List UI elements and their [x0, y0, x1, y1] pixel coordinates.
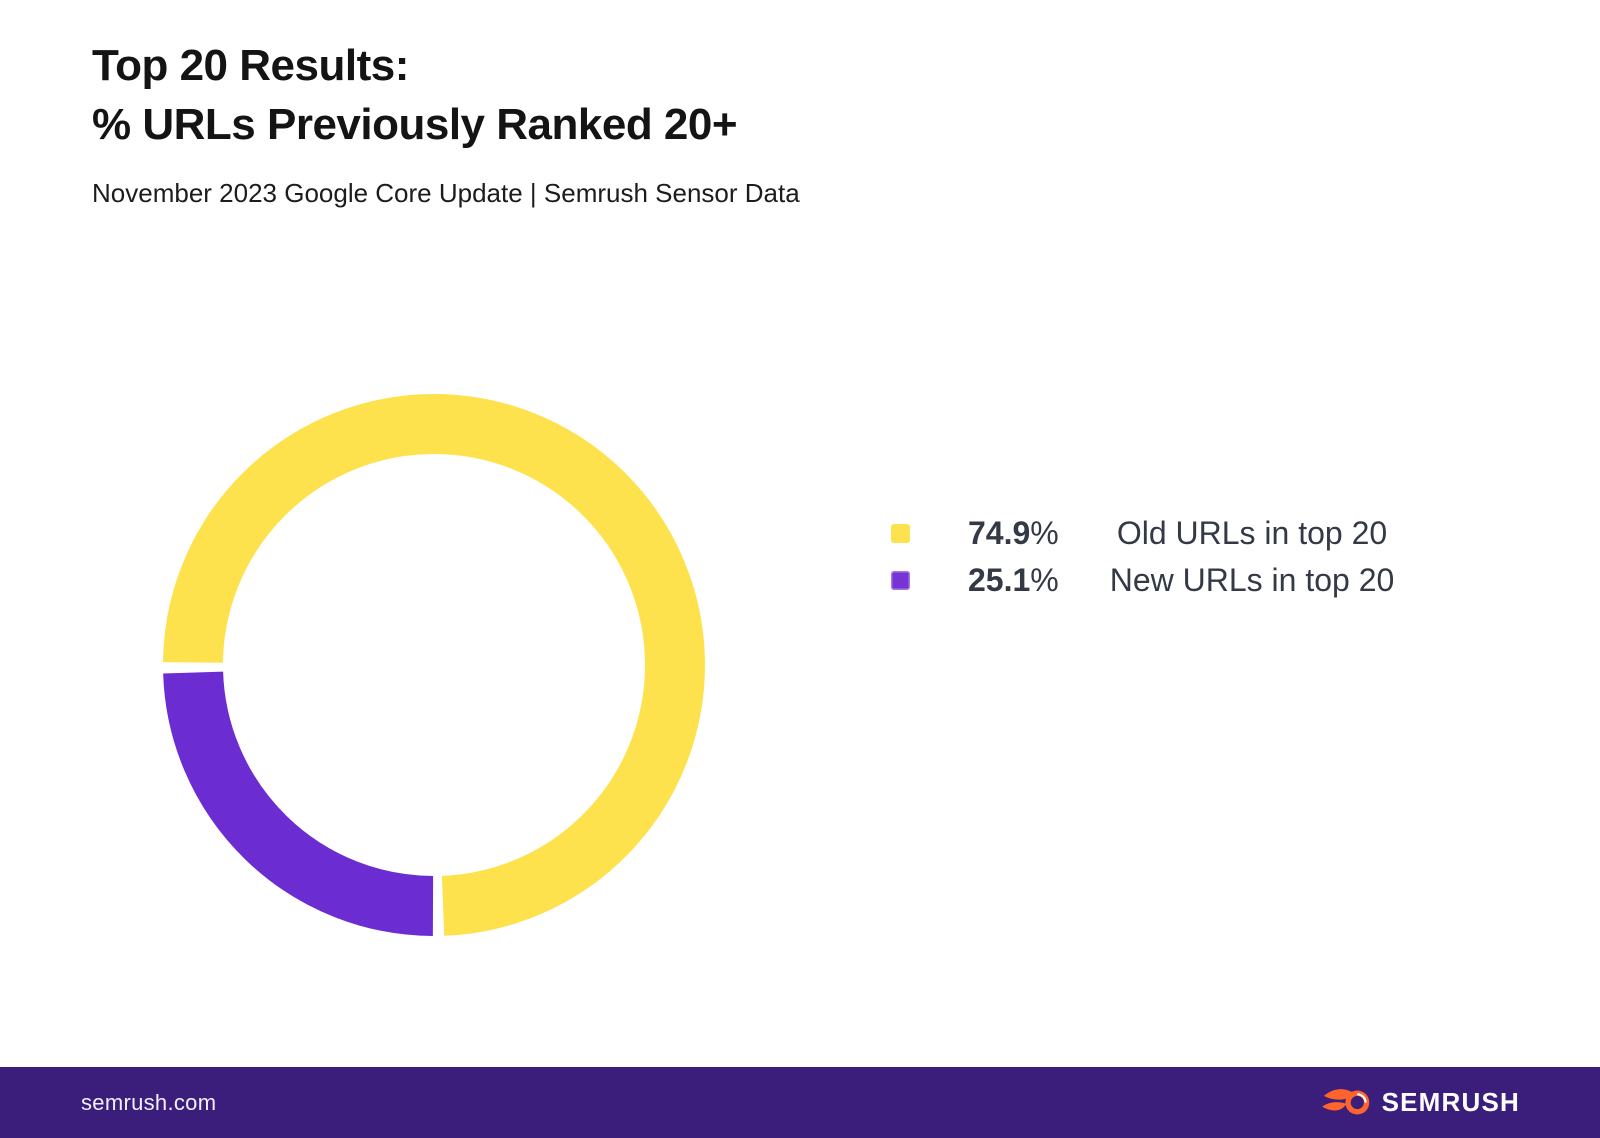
legend-row-old-urls: 74.9% Old URLs in top 20: [891, 510, 1412, 557]
legend-value: 74.9%: [968, 515, 1059, 551]
brand-wordmark: SEMRUSH: [1381, 1087, 1520, 1117]
header: Top 20 Results: % URLs Previously Ranked…: [92, 36, 800, 209]
donut-chart: [154, 385, 714, 945]
title-line-2: % URLs Previously Ranked 20+: [92, 100, 738, 149]
page-title: Top 20 Results: % URLs Previously Ranked…: [92, 36, 800, 154]
chart-legend: 74.9% Old URLs in top 20 25.1% New URLs …: [891, 510, 1412, 604]
legend-label: New URLs in top 20: [1109, 562, 1395, 598]
page-subtitle: November 2023 Google Core Update | Semru…: [92, 178, 800, 208]
legend-label: Old URLs in top 20: [1116, 515, 1388, 551]
donut-segment: [163, 671, 434, 936]
legend-swatch-purple-icon: [891, 571, 910, 590]
donut-chart-svg: [163, 394, 705, 936]
semrush-flame-icon: [1321, 1089, 1369, 1115]
legend-swatch-yellow-icon: [891, 524, 910, 543]
footer-bar: semrush.com SEMRUSH: [0, 1067, 1600, 1138]
footer-site-url: semrush.com: [81, 1089, 217, 1115]
legend-value: 25.1%: [968, 562, 1059, 598]
legend-row-new-urls: 25.1% New URLs in top 20: [891, 557, 1412, 604]
title-line-1: Top 20 Results:: [92, 41, 409, 90]
brand-logo: SEMRUSH: [1321, 1086, 1520, 1119]
donut-segment: [163, 394, 705, 936]
